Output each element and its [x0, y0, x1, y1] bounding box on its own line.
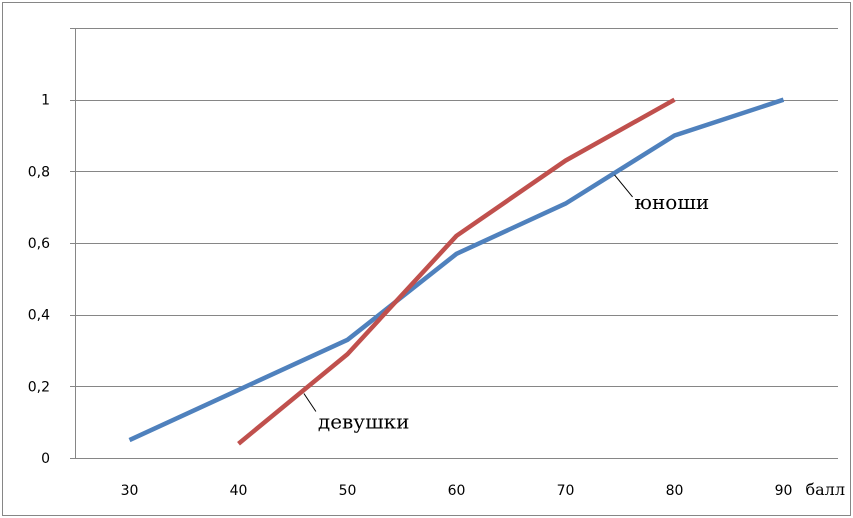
- x-tick-label: 60: [448, 483, 466, 499]
- x-axis-label: балл: [806, 480, 846, 499]
- gridlines: [75, 28, 838, 387]
- annotations: юноши девушки: [303, 174, 710, 434]
- y-tick-label: 0,4: [28, 308, 50, 324]
- x-tick-label: 80: [666, 483, 684, 499]
- y-tick-label: 0,8: [28, 164, 50, 180]
- x-tick-label: 40: [230, 483, 248, 499]
- tick-labels: 0 0,2 0,4 0,6 0,8 1 30 40 50 60 70 80 90 балл: [28, 93, 845, 499]
- annotation-label: юноши: [635, 190, 710, 214]
- annotation-label: девушки: [318, 410, 410, 434]
- x-tick-label: 70: [557, 483, 575, 499]
- y-tick-label: 0,2: [28, 379, 50, 395]
- series-line-2: [237, 97, 676, 446]
- y-tick-label: 0: [41, 451, 50, 467]
- y-tick-label: 0,6: [28, 236, 50, 252]
- annotation-leader: [303, 393, 317, 412]
- x-tick-label: 50: [339, 483, 357, 499]
- axes: [70, 28, 838, 459]
- annotation-leader: [614, 174, 633, 198]
- y-tick-label: 1: [41, 93, 50, 109]
- series-line-1: [128, 97, 785, 443]
- series-lines: [128, 97, 785, 446]
- x-tick-label: 30: [121, 483, 139, 499]
- x-tick-label: 90: [775, 483, 793, 499]
